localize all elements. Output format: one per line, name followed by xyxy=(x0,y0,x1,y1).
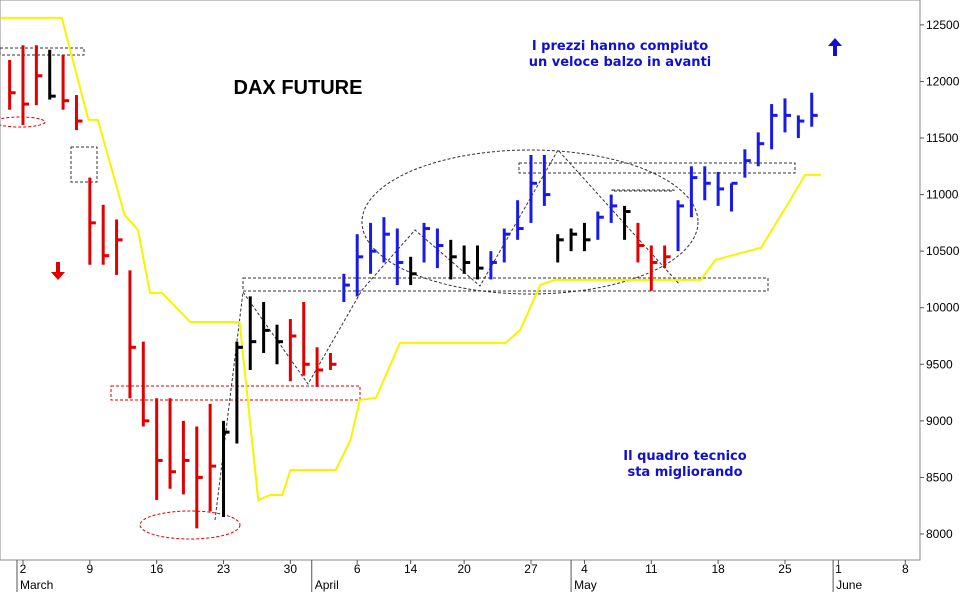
chart-title: DAX FUTURE xyxy=(234,77,363,99)
x-tick-label: 6 xyxy=(354,562,361,576)
annotation: Il quadro tecnico xyxy=(623,449,746,464)
annotation: un veloce balzo in avanti xyxy=(529,55,712,70)
y-tick-label: 10500 xyxy=(926,244,960,258)
y-tick-label: 11500 xyxy=(926,131,959,145)
x-tick-label: 4 xyxy=(581,562,588,576)
month-label: June xyxy=(836,578,862,592)
x-tick-label: 25 xyxy=(778,562,792,576)
y-tick-label: 12000 xyxy=(926,74,960,88)
y-tick-label: 8000 xyxy=(926,527,953,541)
box xyxy=(518,162,796,174)
month-label: March xyxy=(20,578,53,592)
y-tick-label: 8500 xyxy=(926,470,953,484)
stop-line xyxy=(0,16,822,502)
x-tick-label: 30 xyxy=(284,562,298,576)
ellipse xyxy=(139,510,241,540)
ellipse xyxy=(0,116,46,128)
y-tick-label: 12500 xyxy=(926,18,960,32)
x-tick-label: 16 xyxy=(150,562,164,576)
y-tick-label: 9000 xyxy=(926,414,953,428)
x-tick-label: 18 xyxy=(711,562,725,576)
up-arrow xyxy=(828,38,842,56)
x-tick-label: 8 xyxy=(902,562,909,576)
x-tick-label: 27 xyxy=(524,562,538,576)
down-arrow xyxy=(51,262,65,280)
box xyxy=(242,277,769,292)
box xyxy=(611,189,675,192)
arrows xyxy=(51,38,842,280)
y-tick-label: 10000 xyxy=(926,301,960,315)
ellipse xyxy=(361,149,699,295)
month-label: May xyxy=(574,578,597,592)
box xyxy=(0,47,85,56)
plot-frame xyxy=(0,0,921,561)
x-tick-label: 1 xyxy=(835,562,842,576)
y-tick-label: 11000 xyxy=(926,188,959,202)
y-tick-label: 9500 xyxy=(926,357,953,371)
x-tick-label: 9 xyxy=(86,562,93,576)
month-label: April xyxy=(315,578,339,592)
x-tick-label: 14 xyxy=(404,562,418,576)
x-tick-label: 20 xyxy=(457,562,471,576)
x-tick-label: 2 xyxy=(20,562,27,576)
x-tick-label: 11 xyxy=(645,562,658,576)
box xyxy=(70,146,98,183)
annotation: I prezzi hanno compiuto xyxy=(532,39,708,54)
x-tick-label: 23 xyxy=(217,562,231,576)
annotation: sta migliorando xyxy=(627,465,742,480)
